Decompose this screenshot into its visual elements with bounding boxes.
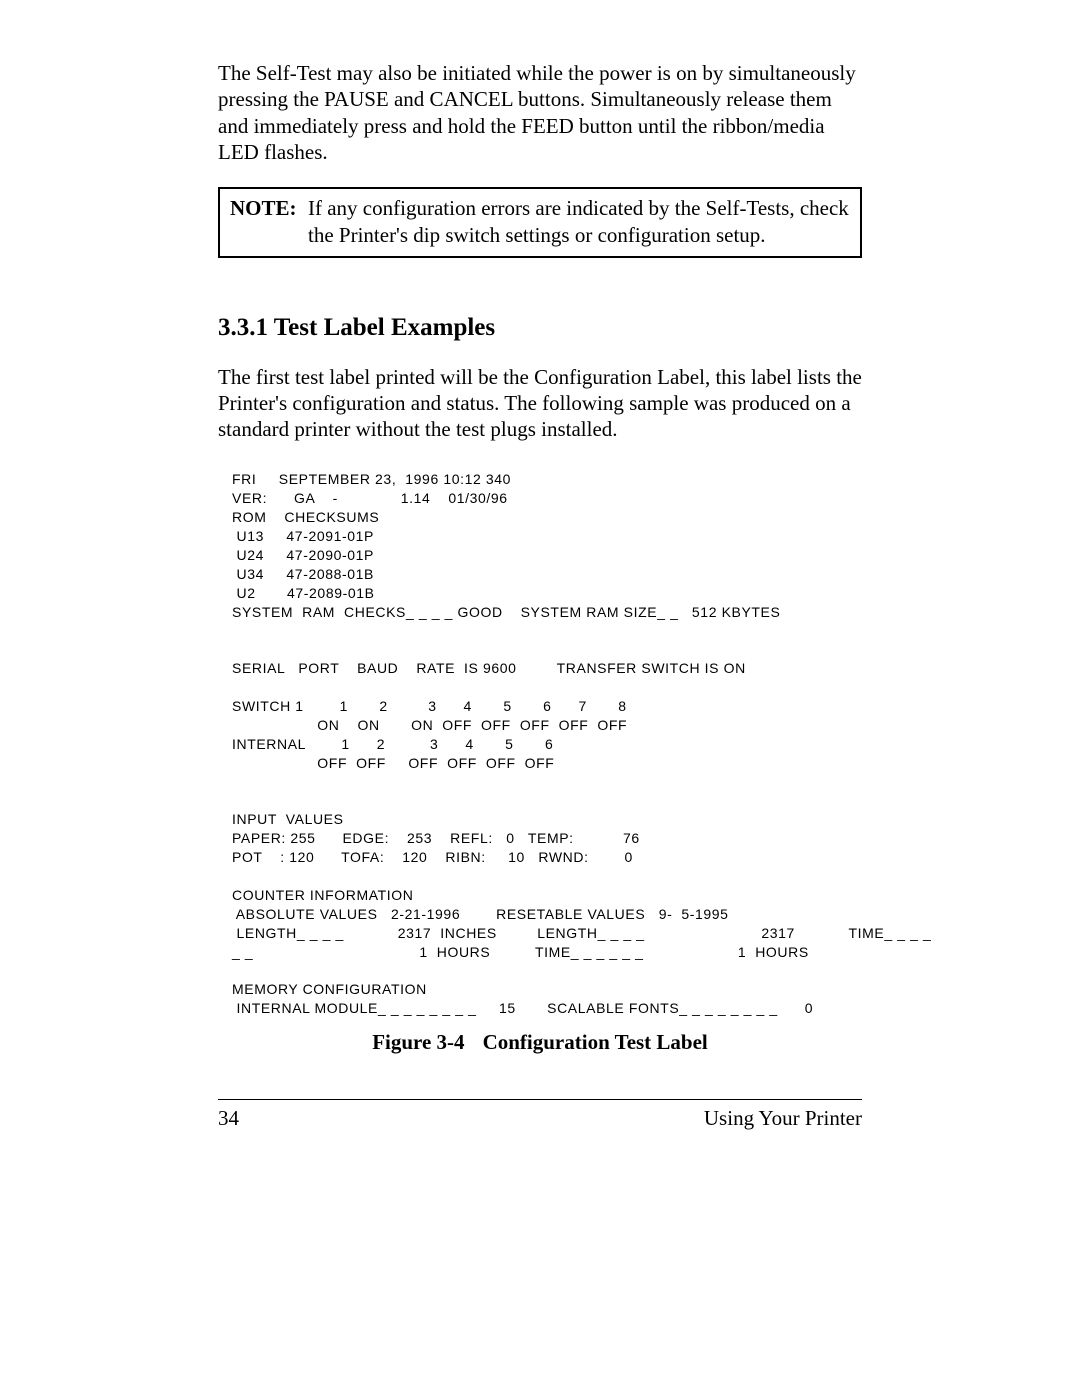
figure-caption: Figure 3-4 Configuration Test Label [218,1030,862,1055]
note-text: If any configuration errors are indicate… [308,195,850,250]
figure-title: Configuration Test Label [483,1030,708,1054]
footer-section: Using Your Printer [704,1106,862,1131]
note-box: NOTE: If any configuration errors are in… [218,187,862,258]
label-line: U13 47-2091-01P [232,528,374,544]
page: The Self-Test may also be initiated whil… [0,0,1080,1397]
figure-number: Figure 3-4 [372,1030,464,1054]
label-line: POT : 120 TOFA: 120 RIBN: 10 RWND: 0 [232,849,633,865]
label-line: MEMORY CONFIGURATION [232,981,427,997]
label-line: COUNTER INFORMATION [232,887,413,903]
label-line: U34 47-2088-01B [232,566,374,582]
label-line: U2 47-2089-01B [232,585,375,601]
label-line: LENGTH_ _ _ _ 2317 INCHES LENGTH_ _ _ _ … [232,925,931,941]
label-line: U24 47-2090-01P [232,547,374,563]
subsection-paragraph: The first test label printed will be the… [218,364,862,443]
label-line: ON ON ON OFF OFF OFF OFF OFF [232,717,627,733]
label-line: PAPER: 255 EDGE: 253 REFL: 0 TEMP: 76 [232,830,640,846]
subsection-title: 3.3.1 Test Label Examples [218,314,862,342]
label-line: VER: GA - 1.14 01/30/96 [232,490,508,506]
page-number: 34 [218,1106,239,1131]
intro-paragraph: The Self-Test may also be initiated whil… [218,60,862,165]
page-footer: 34 Using Your Printer [218,1099,862,1131]
label-line: INTERNAL MODULE_ _ _ _ _ _ _ _ 15 SCALAB… [232,1000,813,1016]
label-line: _ _ 1 HOURS TIME_ _ _ _ _ _ 1 HOURS [232,944,809,960]
label-line: ROM CHECKSUMS [232,509,379,525]
label-line: FRI SEPTEMBER 23, 1996 10:12 340 [232,471,511,487]
label-line: SYSTEM RAM CHECKS_ _ _ _ GOOD SYSTEM RAM… [232,604,780,620]
label-line: INPUT VALUES [232,811,344,827]
label-line: SERIAL PORT BAUD RATE IS 9600 TRANSFER S… [232,660,746,676]
label-line: OFF OFF OFF OFF OFF OFF [232,755,554,771]
config-label-sample: FRI SEPTEMBER 23, 1996 10:12 340 VER: GA… [232,470,862,1018]
label-line: SWITCH 1 1 2 3 4 5 6 7 8 [232,698,627,714]
label-line: ABSOLUTE VALUES 2-21-1996 RESETABLE VALU… [232,906,729,922]
note-label: NOTE: [230,195,308,250]
label-line: INTERNAL 1 2 3 4 5 6 [232,736,553,752]
